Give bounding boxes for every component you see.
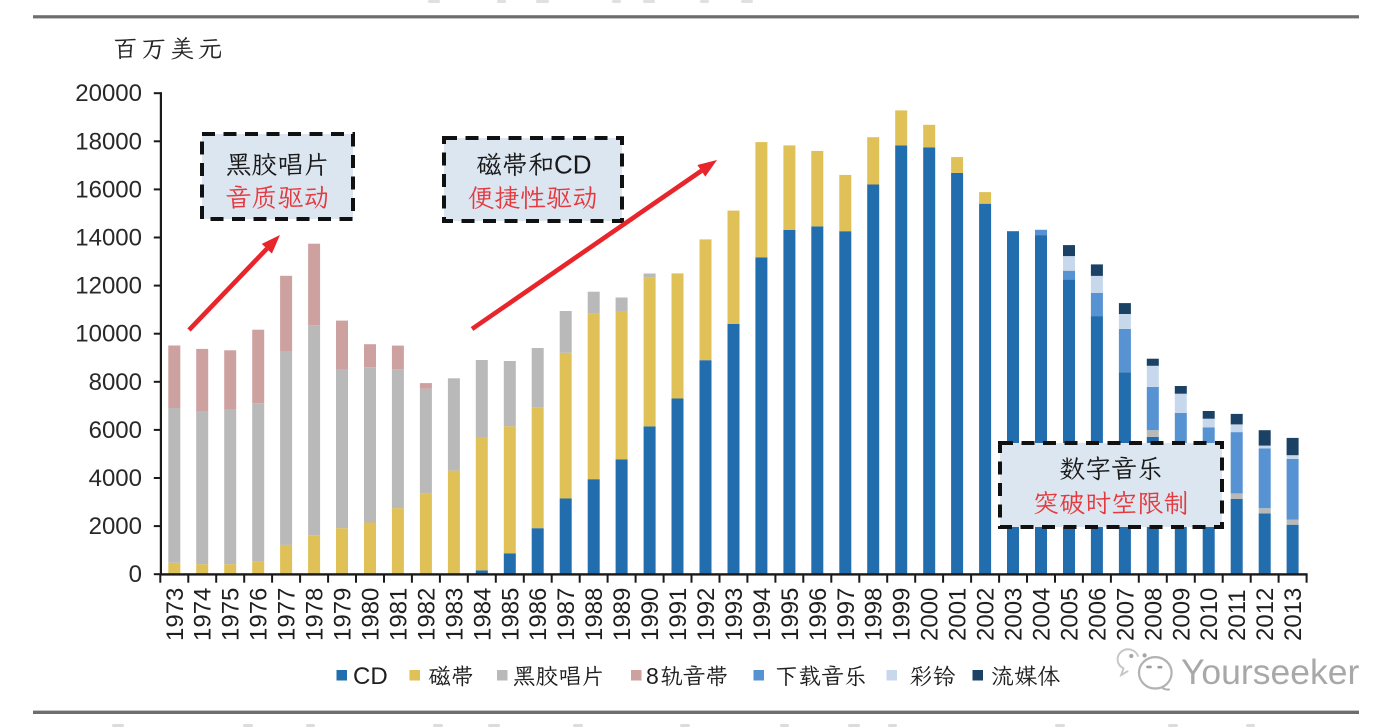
svg-text:2000: 2000 [917,588,944,641]
svg-text:1986: 1986 [525,588,552,641]
svg-text:2008: 2008 [1140,588,1167,641]
svg-text:2005: 2005 [1057,588,1084,641]
svg-text:CD: CD [353,663,388,690]
svg-text:2012: 2012 [1252,588,1279,641]
svg-text:1991: 1991 [665,588,692,641]
svg-text:1976: 1976 [246,588,273,641]
svg-text:1975: 1975 [218,588,245,641]
svg-text:2002: 2002 [973,588,1000,641]
svg-text:1984: 1984 [469,588,496,641]
svg-text:20000: 20000 [75,80,142,107]
svg-text:1993: 1993 [721,588,748,641]
svg-text:2007: 2007 [1112,588,1139,641]
svg-text:1974: 1974 [190,588,217,641]
svg-text:1979: 1979 [330,588,357,641]
svg-text:1982: 1982 [413,588,440,641]
svg-text:2000: 2000 [89,513,142,540]
svg-text:2013: 2013 [1280,588,1307,641]
svg-text:2006: 2006 [1084,588,1111,641]
svg-text:CD: CD [554,150,592,180]
svg-text:2011: 2011 [1224,589,1251,641]
svg-text:1983: 1983 [441,588,468,641]
svg-text:6000: 6000 [89,417,142,444]
svg-text:1996: 1996 [805,588,832,641]
svg-text:4000: 4000 [89,465,142,492]
svg-text:8: 8 [646,663,659,689]
svg-text:Yourseeker: Yourseeker [1181,652,1359,692]
svg-text:1980: 1980 [358,588,385,641]
svg-text:14000: 14000 [75,225,142,252]
svg-text:1992: 1992 [693,588,720,641]
svg-text:2004: 2004 [1029,588,1056,641]
svg-text:2003: 2003 [1001,588,1028,641]
svg-text:1985: 1985 [497,588,524,641]
svg-text:1990: 1990 [637,588,664,641]
svg-text:1998: 1998 [861,588,888,641]
svg-text:1994: 1994 [749,588,776,641]
svg-text:0: 0 [129,561,142,588]
svg-text:1989: 1989 [609,588,636,641]
svg-text:1997: 1997 [833,588,860,641]
svg-text:16000: 16000 [75,176,142,203]
svg-text:8000: 8000 [89,369,142,396]
svg-text:1988: 1988 [581,588,608,641]
svg-text:1978: 1978 [302,588,329,641]
svg-text:1987: 1987 [553,588,580,641]
svg-text:18000: 18000 [75,128,142,155]
svg-text:10000: 10000 [75,321,142,348]
svg-text:2001: 2001 [945,588,972,641]
svg-text:1981: 1981 [385,588,412,641]
svg-text:1973: 1973 [162,588,189,641]
svg-text:2010: 2010 [1196,588,1223,641]
svg-text:1999: 1999 [889,588,916,641]
svg-text:2009: 2009 [1168,588,1195,641]
svg-text:1995: 1995 [777,588,804,641]
svg-text:1977: 1977 [274,588,301,641]
svg-text:12000: 12000 [75,273,142,300]
